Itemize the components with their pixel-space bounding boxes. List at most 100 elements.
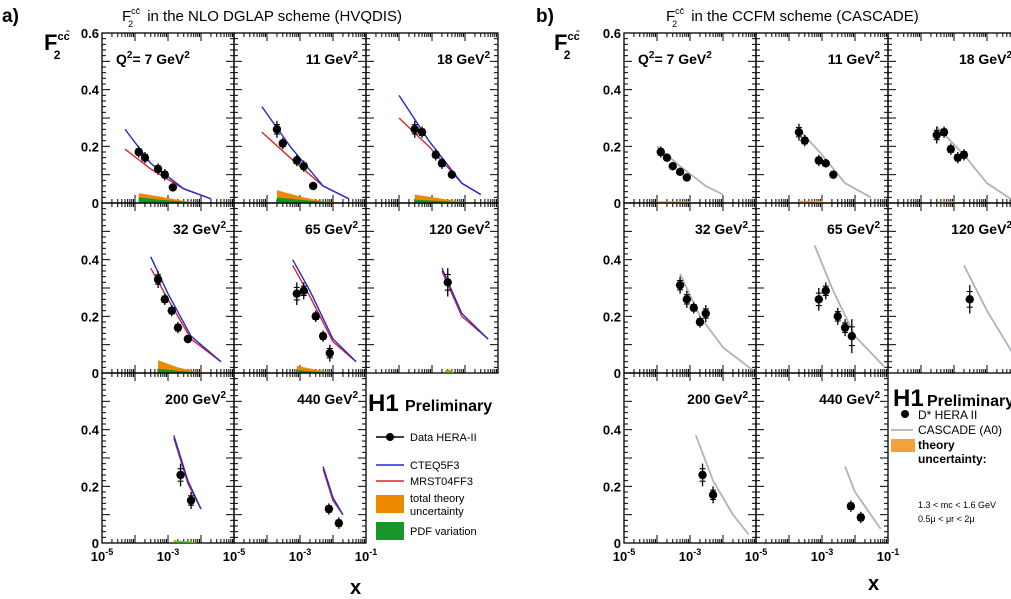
x-tick-exponent: -3 <box>303 547 311 557</box>
x-tick-label: 10-3 <box>289 547 311 564</box>
figure-a-heading: a) Fcc̄ 2 in the NLO DGLAP scheme (HVQDIS)… <box>2 6 402 599</box>
figure-b-ylabel-symbol: F <box>554 30 567 55</box>
q2-label: Q2= 7 GeV2 <box>638 50 712 67</box>
q2-label-exponent: 2 <box>352 220 358 231</box>
data-point <box>292 289 302 298</box>
y-tick-label: 0.4 <box>81 253 100 268</box>
x-tick-exponent: -3 <box>171 547 179 557</box>
figure-a-title-symbol: F <box>122 8 131 25</box>
q2-label: 65 GeV2 <box>827 220 880 237</box>
data-point <box>932 130 941 140</box>
data-point <box>814 156 824 165</box>
q2-label: Q2= 7 GeV2 <box>116 50 190 67</box>
figure-a-title-sup: cc̄ <box>131 6 141 16</box>
pdf-variation-band <box>173 541 198 543</box>
panel-b-7: 0 0.2 0.4 10-5 10-3 200 GeV2 <box>603 372 757 564</box>
figure-a-legend: H1 Preliminary Data HERA-II CTEQ5F3 MRST… <box>368 390 492 540</box>
y-tick-label: 0 <box>614 366 621 381</box>
figure-a-title-sub: 2 <box>128 19 133 29</box>
q2-label-part: = 7 GeV <box>654 51 706 67</box>
cascade-curve <box>844 466 882 530</box>
figure-a-ylabel-sub: 2 <box>54 48 61 62</box>
x-tick-exponent: -1 <box>369 547 377 557</box>
data-point <box>167 306 176 315</box>
q2-label-exponent: 2 <box>742 390 748 401</box>
x-tick-exponent: -5 <box>105 547 113 557</box>
panel-b-5: 65 GeV2 <box>755 202 889 374</box>
svg-text:Fcc̄2in the NLO DGLAP scheme (: Fcc̄ 2 in the NLO DGLAP scheme (HVQDIS) <box>122 6 402 29</box>
q2-label: 120 GeV2 <box>429 220 490 237</box>
panel-a-4: 0 0.2 0.4 32 GeV2 <box>81 202 235 381</box>
q2-label-exponent: 2 <box>874 50 880 61</box>
x-tick-label: 10-5 <box>223 547 245 564</box>
figure-a-ylabel-symbol: F <box>44 30 57 55</box>
data-point <box>168 183 178 192</box>
y-tick-label: 0.4 <box>603 253 622 268</box>
data-point <box>946 144 956 154</box>
q2-label: 18 GeV2 <box>959 50 1011 67</box>
data-point <box>800 136 809 145</box>
y-tick-label: 0.2 <box>81 139 99 154</box>
cascade-curve <box>694 435 750 536</box>
pdf-variation-band <box>445 371 454 373</box>
legend-theory-swatch <box>376 495 404 513</box>
data-point <box>443 278 452 287</box>
q2-label: 65 GeV2 <box>305 220 358 237</box>
x-tick-exponent: -5 <box>759 547 767 557</box>
q2-label-part: 2 <box>127 50 133 61</box>
figure-b-heading: b) Fcc̄ 2 in the CCFM scheme (CASCADE) Fcc… <box>536 6 919 595</box>
figure-b-title-sup: cc̄ <box>675 6 685 16</box>
y-tick-label: 0.2 <box>603 479 621 494</box>
panel-b-8: 10-5 10-3 10-1 440 GeV2 <box>745 372 899 564</box>
legend-b-note-mur: 0.5μ < μr < 2μ <box>918 514 975 524</box>
legend-b-theory-label: theory uncertainty: <box>918 438 987 466</box>
data-point <box>846 501 856 511</box>
cascade-curve <box>679 273 754 371</box>
figure-b-legend: H1 Preliminary D* HERA II CASCADE (A0) t… <box>891 385 1011 524</box>
x-tick-exponent: -3 <box>693 547 701 557</box>
data-point <box>186 496 196 505</box>
data-point <box>959 150 969 160</box>
cascade-curve <box>798 128 872 199</box>
data-point <box>689 303 698 313</box>
data-point <box>821 159 830 168</box>
q2-label-part: Q <box>638 51 649 67</box>
svg-text:Fcc̄2: Fcc̄ 2 <box>554 30 580 62</box>
x-tick-label: 10-1 <box>877 547 899 564</box>
data-point <box>447 170 457 179</box>
panel-b-1: 00.20.40.6Q2= 7 GeV2 <box>603 26 757 211</box>
cteq-curve <box>292 259 357 363</box>
data-point <box>821 286 830 296</box>
y-tick-label: 0.2 <box>603 309 621 324</box>
data-point <box>833 312 842 321</box>
q2-label-part: 2 <box>184 50 190 61</box>
cascade-curve <box>963 264 1011 353</box>
x-tick-exponent: -5 <box>237 547 245 557</box>
q2-label-part: Q <box>116 51 127 67</box>
x-tick-label: 10-5 <box>91 547 113 564</box>
data-point <box>847 331 857 341</box>
legend-pdf-label: PDF variation <box>410 526 477 538</box>
x-tick-exponent: -1 <box>891 547 899 557</box>
cascade-curve <box>813 245 886 368</box>
data-point <box>698 470 707 480</box>
panel-b-3: 18 GeV2 <box>887 32 1011 204</box>
figure-b-h1-logo: H1 <box>893 385 924 412</box>
data-point <box>183 334 193 344</box>
q2-label: 120 GeV2 <box>951 220 1011 237</box>
data-point <box>814 295 824 304</box>
data-point <box>308 181 318 191</box>
panel-a-6: 120 GeV2 <box>365 202 499 374</box>
y-tick-label: 0.6 <box>603 26 621 41</box>
data-point <box>176 470 185 480</box>
data-point <box>334 518 344 528</box>
figure-a-xlabel: x <box>350 577 361 599</box>
x-tick-label: 10-3 <box>811 547 833 564</box>
cascade-curve <box>936 125 1011 201</box>
cteq-curve <box>261 106 350 200</box>
data-point <box>173 323 183 332</box>
legend-b-data-marker <box>901 410 909 418</box>
data-point <box>160 170 170 179</box>
data-point <box>675 167 685 177</box>
